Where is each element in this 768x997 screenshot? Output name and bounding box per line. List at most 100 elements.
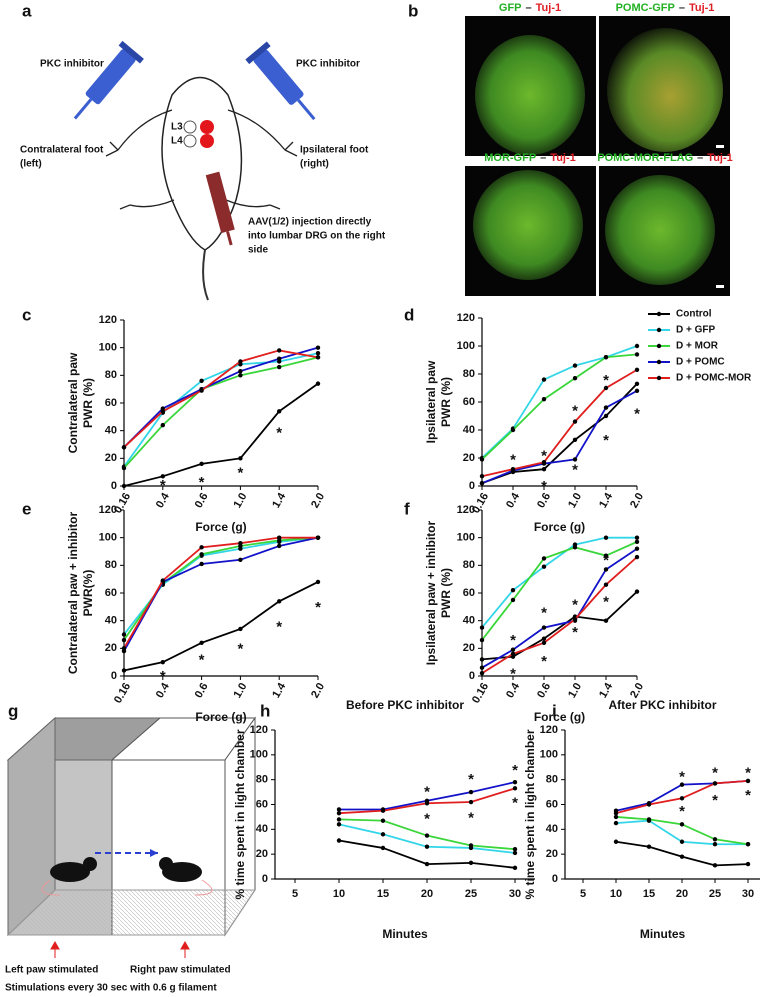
data-point	[277, 409, 282, 414]
data-point	[603, 405, 609, 410]
significance-mark: *	[603, 552, 609, 569]
significance-mark: *	[541, 653, 547, 670]
significance-mark: *	[512, 762, 518, 779]
x-tick-label: 2.0	[309, 681, 327, 700]
series-line	[123, 349, 319, 448]
image-title: POMC-GFP – Tuj-1	[616, 2, 715, 14]
significance-mark: *	[276, 618, 282, 635]
data-point	[277, 356, 282, 361]
data-point	[512, 786, 518, 791]
data-point	[572, 419, 578, 424]
data-point	[160, 659, 165, 665]
data-point	[512, 865, 518, 871]
data-point	[468, 799, 474, 805]
y-axis-label: PWR(%)	[81, 570, 95, 617]
axis	[123, 510, 318, 677]
data-point	[479, 481, 485, 486]
significance-mark: *	[468, 771, 474, 788]
significance-mark: *	[572, 461, 578, 478]
significance-mark: *	[512, 795, 518, 812]
data-point	[541, 377, 547, 382]
title-part: Tuj-1	[536, 2, 561, 14]
panel-label: b	[408, 1, 418, 20]
data-point	[160, 474, 165, 479]
y-tick-label: 120	[457, 504, 475, 516]
data-point	[646, 817, 652, 822]
legend-label: D + POMC-MOR	[676, 373, 752, 384]
caption: Left paw stimulated	[5, 965, 98, 976]
data-point	[603, 553, 609, 558]
data-point	[336, 822, 342, 827]
y-axis-label: % time spent in light chamber	[233, 729, 247, 899]
data-point	[572, 457, 578, 462]
label: L4	[171, 136, 183, 147]
title-part: –	[540, 152, 546, 164]
data-point	[199, 545, 204, 550]
significance-mark: *	[679, 768, 685, 785]
x-tick-label: 1.0	[231, 491, 249, 510]
data-point	[634, 381, 640, 386]
title-part: –	[679, 2, 685, 14]
data-point	[603, 413, 609, 419]
data-point	[238, 359, 243, 364]
mouse-diagram	[73, 40, 316, 301]
x-tick-label: 15	[377, 888, 389, 900]
x-tick-label: 1.0	[566, 491, 584, 510]
data-point	[479, 457, 485, 462]
data-point	[424, 861, 430, 867]
significance-mark: *	[603, 594, 609, 611]
title-part: –	[526, 2, 532, 14]
data-point	[238, 373, 243, 378]
series-line	[615, 840, 749, 867]
legend-dot	[656, 375, 662, 381]
y-tick-label: 80	[105, 369, 117, 381]
data-point	[315, 355, 321, 360]
axis	[481, 510, 637, 677]
label: PKC inhibitor	[296, 59, 360, 70]
data-point	[541, 460, 547, 465]
series-line	[123, 352, 319, 468]
legend-dot	[656, 359, 662, 365]
data-point	[745, 861, 751, 867]
data-point	[679, 822, 685, 827]
data-point	[512, 779, 518, 785]
data-point	[160, 409, 165, 414]
panel-label: c	[22, 305, 31, 324]
data-point	[277, 599, 282, 604]
data-point	[634, 388, 640, 393]
data-point	[541, 636, 547, 641]
chart-title: Before PKC inhibitor	[346, 698, 464, 712]
x-tick-label: 1.4	[270, 680, 288, 700]
series-line	[481, 590, 638, 661]
data-point	[603, 582, 609, 587]
x-axis-label: Force (g)	[534, 520, 585, 534]
significance-mark: *	[276, 424, 282, 441]
data-point	[315, 351, 321, 356]
data-point	[238, 456, 243, 461]
y-tick-label: 40	[105, 425, 117, 437]
axis	[564, 730, 760, 880]
series-line	[481, 547, 638, 669]
data-point	[541, 397, 547, 402]
data-point	[238, 368, 243, 374]
series-line	[123, 356, 319, 469]
significance-mark: *	[160, 477, 166, 494]
y-tick-label: 60	[256, 798, 268, 810]
data-point	[380, 808, 386, 813]
x-tick-label: 2.0	[628, 491, 646, 510]
y-tick-label: 60	[463, 396, 475, 408]
y-tick-label: 120	[540, 724, 558, 736]
x-axis-label: Force (g)	[534, 710, 585, 724]
data-point	[603, 355, 609, 360]
y-tick-label: 100	[99, 532, 117, 544]
x-tick-label: 0.6	[535, 681, 553, 700]
x-tick-label: 1.0	[566, 681, 584, 700]
data-point	[315, 381, 321, 386]
data-point	[468, 789, 474, 795]
significance-mark: *	[510, 665, 516, 682]
data-point	[613, 814, 619, 820]
data-point	[479, 671, 485, 676]
series-line	[481, 536, 637, 629]
data-point	[199, 378, 204, 384]
